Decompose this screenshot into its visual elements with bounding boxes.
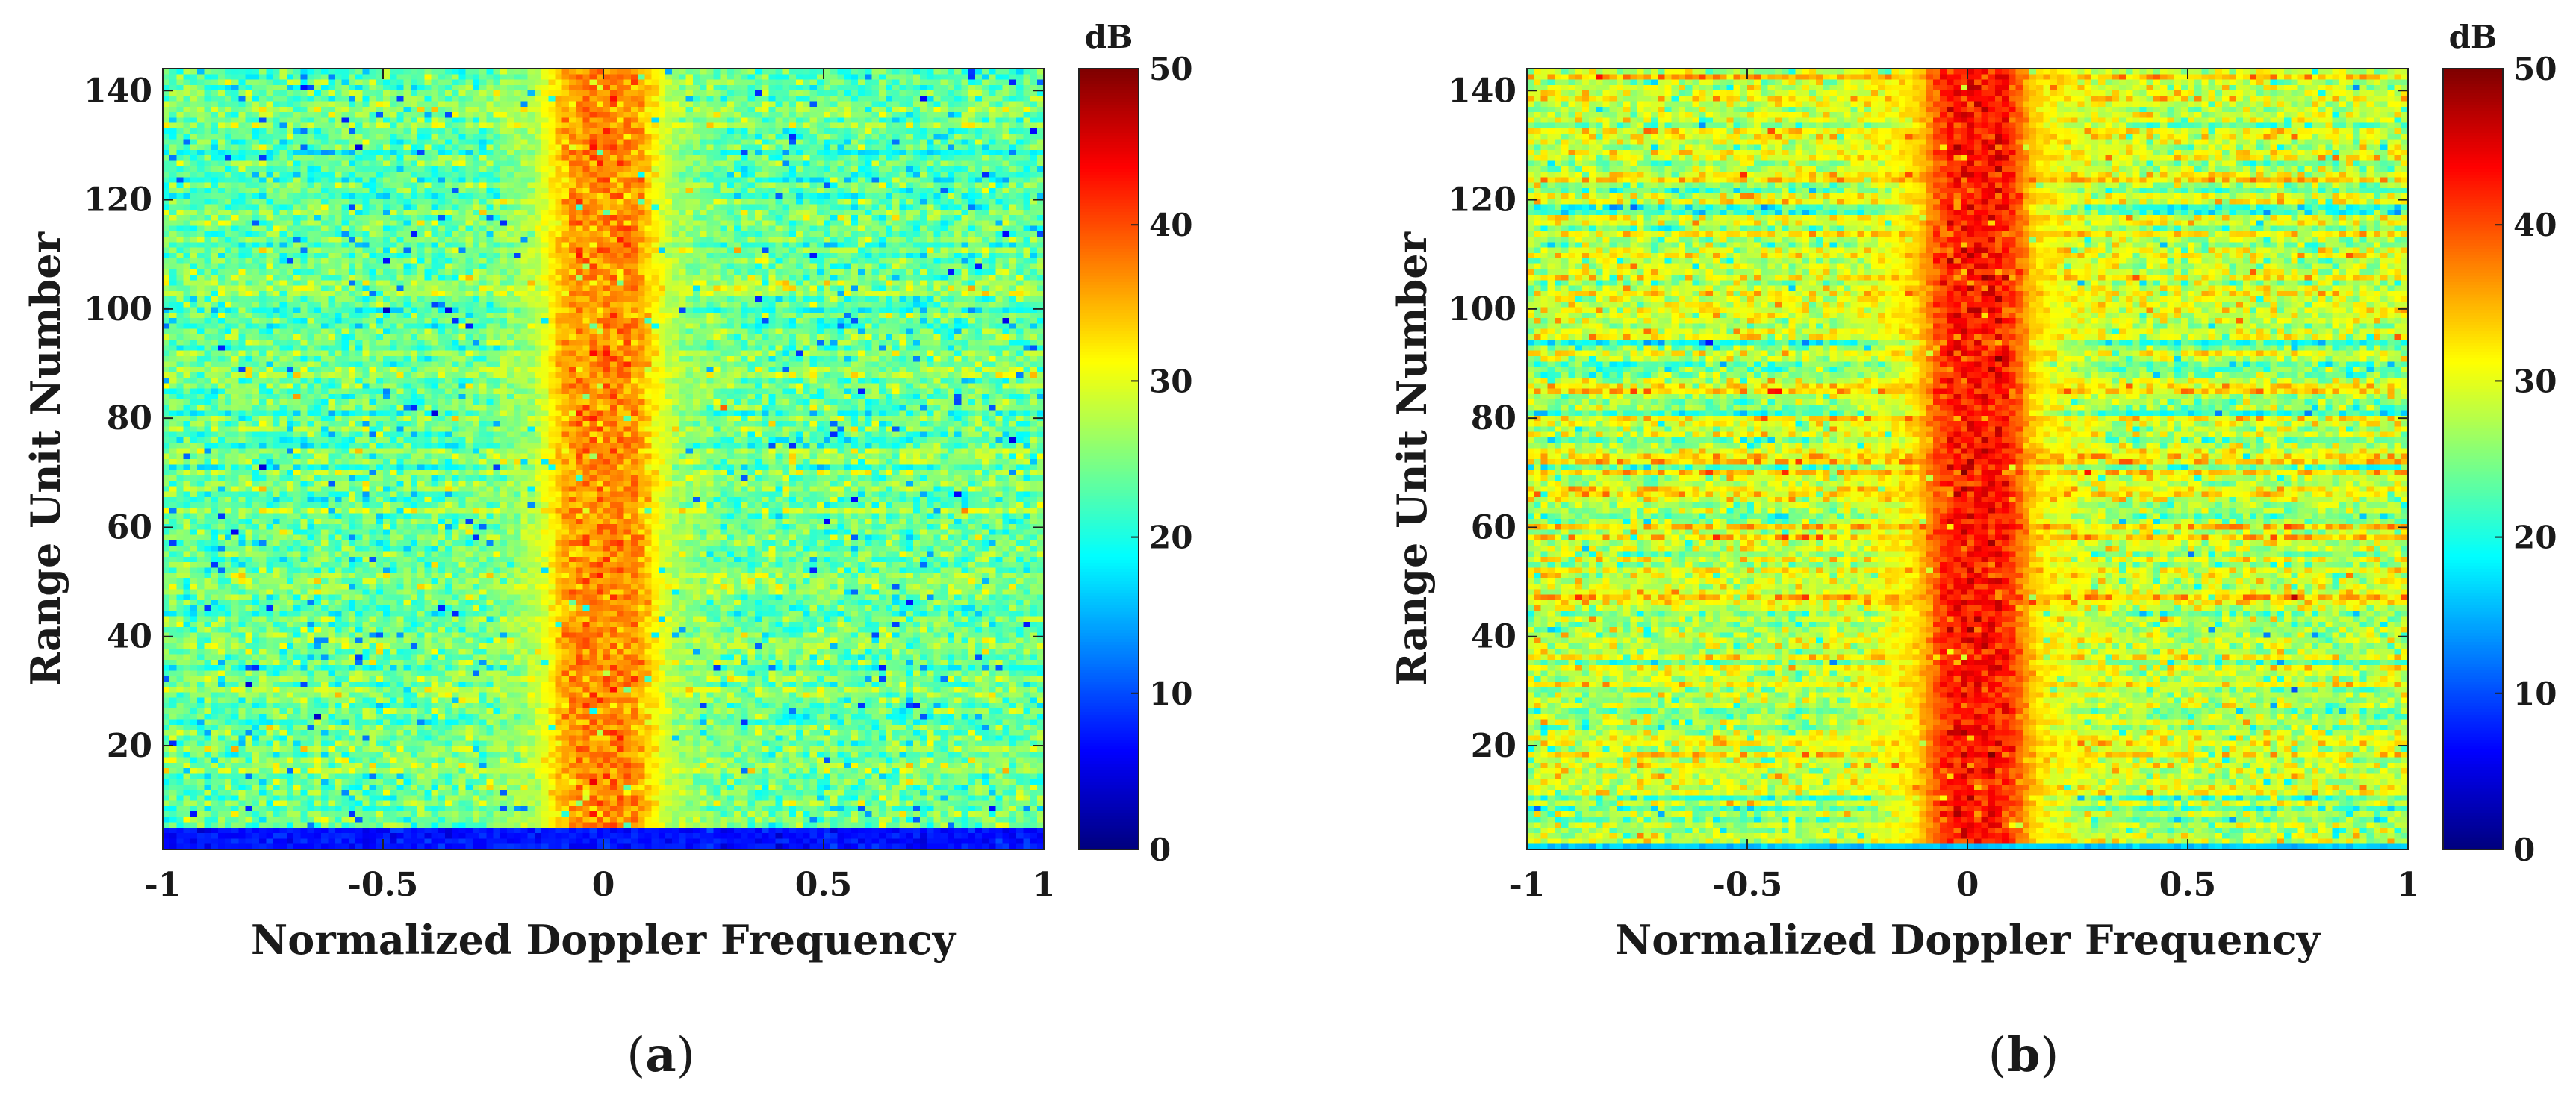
y-tick-label: 80 (1471, 399, 1516, 437)
colorbar-tick-label: 0 (2513, 832, 2535, 868)
heatmap-image (163, 69, 1044, 849)
colorbar-tick-label: 40 (2513, 207, 2557, 243)
x-tick-label: 1 (1033, 866, 1056, 904)
caption-letter: a (645, 1027, 676, 1083)
x-tick-label: 0 (592, 866, 615, 904)
colorbar-tick-label: 30 (2513, 363, 2557, 399)
y-axis-title: Range Unit Number (22, 231, 69, 686)
y-tick-label: 60 (107, 508, 152, 546)
y-tick-label: 100 (84, 290, 152, 328)
colorbar-tick-label: 20 (2513, 520, 2557, 556)
colorbar-frame (2442, 68, 2504, 850)
x-tick-label: -1 (1509, 866, 1546, 904)
colorbar-tick-label: 50 (1149, 51, 1192, 87)
x-tick-label: 0.5 (2159, 866, 2217, 904)
panel-caption: (a) (626, 1027, 694, 1083)
y-tick-label: 120 (84, 181, 152, 219)
y-tick-label: 120 (1448, 181, 1516, 219)
x-tick-label: -0.5 (1712, 866, 1783, 904)
caption-open-paren: ( (1988, 1028, 2007, 1083)
colorbar-frame (1078, 68, 1139, 850)
y-axis-title: Range Unit Number (1388, 231, 1436, 686)
y-tick-label: 20 (1471, 727, 1516, 765)
caption-close-paren: ) (2040, 1028, 2059, 1083)
x-axis-title: Normalized Doppler Frequency (251, 916, 957, 964)
x-tick-label: 1 (2397, 866, 2420, 904)
x-axis-title: Normalized Doppler Frequency (1615, 916, 2321, 964)
y-tick-label: 20 (107, 727, 152, 765)
x-tick-label: 0.5 (795, 866, 853, 904)
y-tick-label: 100 (1448, 290, 1516, 328)
x-tick-label: -0.5 (348, 866, 419, 904)
heatmap-image (1527, 69, 2408, 849)
y-tick-label: 40 (107, 618, 152, 656)
panel-caption: (b) (1988, 1027, 2059, 1083)
y-tick-label: 60 (1471, 508, 1516, 546)
caption-open-paren: ( (626, 1028, 645, 1083)
colorbar-tick-label: 10 (2513, 676, 2557, 712)
caption-letter: b (2007, 1027, 2041, 1083)
colorbar-unit-label: dB (2449, 19, 2498, 55)
y-tick-label: 140 (84, 72, 152, 110)
y-tick-label: 80 (107, 399, 152, 437)
colorbar-unit-label: dB (1085, 19, 1133, 55)
colorbar-tick-label: 40 (1149, 207, 1192, 243)
colorbar (1079, 69, 1139, 849)
colorbar-tick-label: 0 (1149, 832, 1171, 868)
x-tick-label: 0 (1956, 866, 1979, 904)
colorbar-tick-label: 10 (1149, 676, 1192, 712)
y-tick-label: 40 (1471, 618, 1516, 656)
colorbar (2443, 69, 2503, 849)
x-tick-label: -1 (145, 866, 181, 904)
colorbar-tick-label: 30 (1149, 363, 1192, 399)
y-tick-label: 140 (1448, 72, 1516, 110)
colorbar-tick-label: 50 (2513, 51, 2557, 87)
colorbar-tick-label: 20 (1149, 520, 1192, 556)
caption-close-paren: ) (676, 1028, 695, 1083)
